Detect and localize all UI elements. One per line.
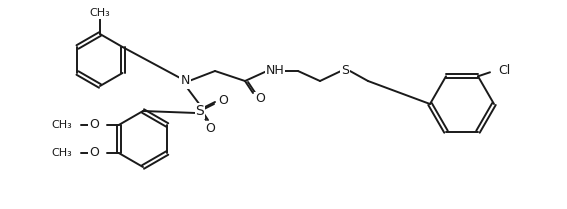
Text: CH₃: CH₃ xyxy=(90,8,111,18)
Text: NH: NH xyxy=(265,65,285,78)
Text: S: S xyxy=(341,65,349,78)
Text: Cl: Cl xyxy=(498,64,510,77)
Text: S: S xyxy=(196,104,204,118)
Text: O: O xyxy=(89,147,99,159)
Text: O: O xyxy=(205,121,215,135)
Text: CH₃: CH₃ xyxy=(51,148,72,158)
Text: O: O xyxy=(89,119,99,131)
Text: O: O xyxy=(255,93,265,106)
Text: N: N xyxy=(180,74,190,88)
Text: CH₃: CH₃ xyxy=(51,120,72,130)
Text: O: O xyxy=(218,93,228,107)
